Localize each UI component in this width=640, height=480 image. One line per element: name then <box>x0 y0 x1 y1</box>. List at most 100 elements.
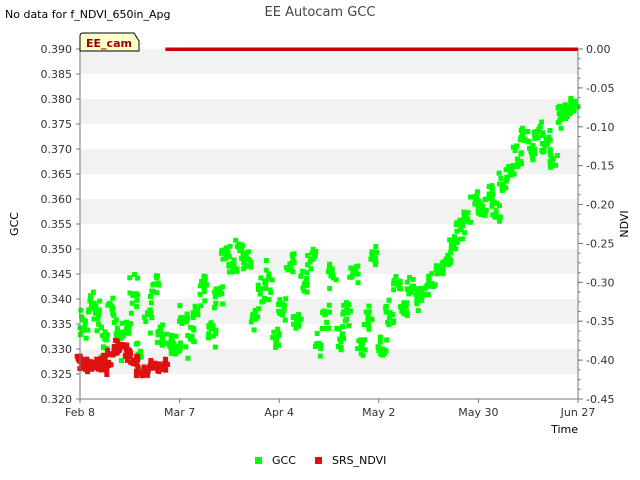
gcc-point <box>510 162 516 168</box>
gcc-point <box>372 255 378 261</box>
gcc-point <box>367 316 373 322</box>
gcc-point <box>340 331 346 337</box>
badge-label: EE_cam <box>86 37 132 50</box>
gcc-point <box>118 329 124 335</box>
gcc-point <box>241 260 247 266</box>
no-data-note: No data for f_NDVI_650in_Apg <box>5 8 171 21</box>
gcc-point <box>519 131 525 137</box>
ndvi-point <box>145 372 151 378</box>
ndvi-point <box>110 352 116 358</box>
gcc-point <box>322 312 328 318</box>
gcc-point <box>308 266 314 272</box>
gcc-point <box>313 341 319 347</box>
gcc-point <box>124 319 130 325</box>
grid-band <box>80 124 578 149</box>
ndvi-point <box>155 364 161 370</box>
gcc-point <box>493 208 499 214</box>
gcc-point <box>547 162 553 168</box>
gcc-point <box>137 351 143 357</box>
gcc-point <box>314 330 320 336</box>
gcc-point <box>326 302 332 308</box>
legend-swatch <box>255 457 262 464</box>
gcc-point <box>267 287 273 293</box>
gcc-point <box>548 164 554 170</box>
gcc-point <box>220 301 226 307</box>
chart-title: EE Autocam GCC <box>265 5 376 20</box>
ndvi-point <box>81 361 87 367</box>
gcc-point <box>557 117 563 123</box>
gcc-point <box>226 269 232 275</box>
ndvi-point <box>124 357 130 363</box>
gcc-point <box>160 334 166 340</box>
grid-band <box>80 149 578 174</box>
gcc-point <box>553 162 559 168</box>
gcc-point <box>341 302 347 308</box>
gcc-point <box>154 273 160 279</box>
gcc-point <box>500 185 506 191</box>
y-axis-label: GCC <box>8 212 21 236</box>
gcc-point <box>454 240 460 246</box>
gcc-point <box>169 332 175 338</box>
gcc-point <box>149 315 155 321</box>
gcc-point <box>149 289 155 295</box>
ndvi-point <box>130 361 136 367</box>
y-tick-label: 0.320 <box>41 393 73 406</box>
gcc-point <box>486 184 492 190</box>
y2-axis-label: NDVI <box>618 210 631 237</box>
gcc-point <box>226 254 232 260</box>
ndvi-point <box>106 352 112 358</box>
gcc-point <box>335 344 341 350</box>
gcc-point <box>458 227 464 233</box>
gcc-point <box>135 275 141 281</box>
ndvi-point <box>102 358 108 364</box>
legend: GCC SRS_NDVI <box>255 454 386 467</box>
gcc-point <box>518 135 524 141</box>
gcc-point <box>114 333 120 339</box>
gcc-point <box>184 315 190 321</box>
gcc-point <box>535 135 541 141</box>
y2-tick-label: -0.35 <box>586 315 614 328</box>
gcc-point <box>318 345 324 351</box>
gcc-point <box>490 212 496 218</box>
gcc-point <box>279 312 285 318</box>
y2-tick-label: -0.45 <box>586 393 614 406</box>
ndvi-point <box>134 373 140 379</box>
gcc-point <box>91 316 97 322</box>
gcc-point <box>293 318 299 324</box>
gcc-point <box>208 320 214 326</box>
gcc-point <box>417 293 423 299</box>
gcc-point <box>369 252 375 258</box>
gcc-point <box>490 191 496 197</box>
gcc-point <box>567 107 573 113</box>
gcc-point <box>540 130 546 136</box>
gcc-point <box>134 304 140 310</box>
gcc-point <box>431 284 437 290</box>
ndvi-point <box>163 367 169 373</box>
gcc-point <box>197 283 203 289</box>
gcc-point <box>383 304 389 310</box>
gcc-point <box>443 261 449 267</box>
gcc-point <box>312 252 318 258</box>
gcc-point <box>111 320 117 326</box>
gcc-point <box>276 308 282 314</box>
gcc-point <box>391 281 397 287</box>
gcc-point <box>390 320 396 326</box>
gcc-point <box>173 351 179 357</box>
gcc-point <box>226 263 232 269</box>
gcc-point <box>134 297 140 303</box>
gcc-point <box>361 321 367 327</box>
gcc-point <box>290 314 296 320</box>
gcc-point <box>448 257 454 263</box>
gcc-point <box>126 330 132 336</box>
gcc-point <box>340 324 346 330</box>
gcc-point <box>110 295 116 301</box>
ndvi-point <box>158 366 164 372</box>
ndvi-point <box>114 338 120 344</box>
gcc-point <box>219 291 225 297</box>
gcc-point <box>170 345 176 351</box>
gcc-point <box>399 308 405 314</box>
gcc-point <box>291 251 297 257</box>
gcc-point <box>422 292 428 298</box>
gcc-point <box>463 215 469 221</box>
gcc-point <box>276 302 282 308</box>
